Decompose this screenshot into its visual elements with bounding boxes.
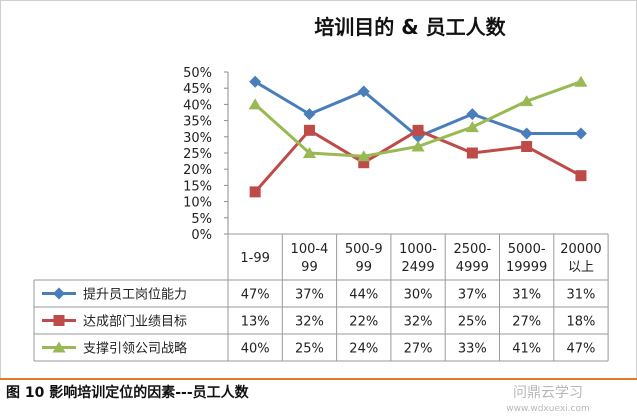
legend-label: 支撑引领公司战略	[83, 341, 187, 357]
y-tick-label: 30%	[183, 131, 212, 146]
data-label: 31%	[566, 288, 595, 303]
data-point	[249, 75, 262, 88]
series-2	[249, 124, 587, 198]
data-point	[412, 124, 424, 136]
data-point	[466, 108, 479, 121]
data-label: 13%	[241, 315, 270, 330]
data-label: 22%	[349, 315, 378, 330]
y-tick-label: 5%	[191, 212, 212, 227]
data-label: 24%	[349, 342, 378, 357]
y-tick-label: 50%	[183, 66, 212, 81]
data-label: 41%	[512, 342, 541, 357]
data-point	[248, 98, 262, 110]
y-axis: 0%5%10% 15%20%25%30%35% 40%45%50%	[183, 66, 229, 243]
data-label: 27%	[512, 315, 541, 330]
data-point	[249, 186, 261, 198]
data-point	[520, 127, 533, 140]
y-tick-label: 15%	[183, 179, 212, 194]
legend-label: 提升员工岗位能力	[83, 287, 187, 303]
data-label: 30%	[404, 288, 433, 303]
data-point	[358, 157, 370, 169]
watermark-url: www.wdxuexi.com	[506, 404, 590, 414]
y-tick-label: 10%	[183, 196, 212, 211]
data-point	[411, 140, 425, 152]
y-tick-label: 45%	[183, 82, 212, 97]
data-label: 27%	[404, 342, 433, 357]
y-tick-label: 40%	[183, 98, 212, 113]
legend-swatch-marker	[52, 341, 66, 353]
data-label: 37%	[295, 288, 324, 303]
watermark-text: 问鼎云学习	[513, 385, 583, 401]
data-label: 25%	[458, 315, 487, 330]
legend-swatch-marker	[53, 287, 65, 300]
legend-swatch-marker	[53, 315, 65, 326]
y-tick-label: 25%	[183, 147, 212, 162]
y-tick-label: 20%	[183, 163, 212, 178]
data-point	[466, 147, 478, 159]
data-point	[521, 141, 533, 153]
x-tick-label: 1000-2499	[399, 242, 437, 275]
x-tick-label: 100-4 99	[291, 242, 329, 275]
data-point	[575, 170, 587, 182]
x-tick-label: 2500-4999	[453, 242, 491, 275]
data-label: 25%	[295, 342, 324, 357]
data-label: 33%	[458, 342, 487, 357]
chart-frame	[0, 0, 637, 379]
data-label: 31%	[512, 288, 541, 303]
figure-caption: 图 10 影响培训定位的因素---员工人数	[6, 384, 250, 401]
x-tick-label: 5000-19999	[506, 242, 547, 275]
data-point	[303, 108, 316, 121]
data-label: 18%	[566, 315, 595, 330]
value-cells: 47% 37% 44% 30% 37% 31% 31% 13% 32% 22% 32% 25% 27% 1…	[241, 288, 596, 357]
data-point	[520, 95, 534, 107]
x-axis-labels: 1-99 100-4 99 500-9 99 1000-2499 2500-4999 5000…	[240, 242, 601, 275]
chart-title: 培训目的 & 员工人数	[314, 15, 506, 39]
x-tick-label: 500-9 99	[345, 242, 383, 275]
series-3	[248, 75, 588, 162]
data-point	[574, 127, 587, 140]
data-point	[303, 124, 315, 136]
data-point	[574, 75, 588, 87]
data-label: 32%	[295, 315, 324, 330]
data-point	[465, 121, 479, 133]
data-point	[357, 150, 371, 162]
y-tick-label: 0%	[191, 228, 212, 243]
y-tick-label: 35%	[183, 115, 212, 130]
data-label: 47%	[241, 288, 270, 303]
legend-label: 达成部门业绩目标	[83, 315, 187, 330]
data-table-grid	[33, 233, 609, 362]
x-tick-label: 1-99	[240, 251, 270, 266]
series-lines	[248, 75, 588, 198]
data-label: 37%	[458, 288, 487, 303]
data-label: 44%	[349, 288, 378, 303]
data-label: 47%	[566, 342, 595, 357]
data-label: 40%	[241, 342, 270, 357]
data-point	[357, 85, 370, 98]
data-label: 32%	[404, 315, 433, 330]
data-point	[302, 147, 316, 158]
x-tick-label: 20000 以上	[560, 242, 601, 275]
